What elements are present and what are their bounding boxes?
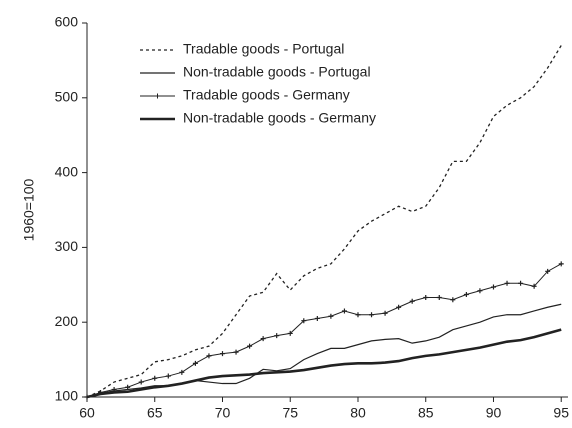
marker [219,351,225,357]
marker [179,369,185,375]
marker [396,304,402,310]
marker [490,284,496,290]
marker [355,312,361,318]
y-tick-label: 200 [55,313,79,329]
x-tick-label: 70 [215,405,231,421]
marker [545,268,551,274]
marker [301,318,307,324]
marker [287,330,293,336]
marker [369,312,375,318]
marker [274,333,280,339]
x-tick-label: 65 [147,405,163,421]
marker [450,297,456,303]
marker [409,298,415,304]
legend-label: Non-tradable goods - Portugal [183,64,371,80]
series-line [86,263,562,398]
marker [192,360,198,366]
y-tick-label: 600 [55,14,79,30]
legend-label: Tradable goods - Germany [183,87,350,103]
marker [328,313,334,319]
x-tick-label: 95 [553,405,569,421]
series-line [86,303,562,398]
legend-marker [155,93,160,99]
marker [125,384,131,390]
marker [165,373,171,379]
x-tick-label: 60 [79,405,95,421]
y-tick-label: 400 [55,163,79,179]
x-tick-label: 75 [282,405,298,421]
legend-label: Non-tradable goods - Germany [183,110,376,126]
marker [152,375,158,381]
marker [138,379,144,385]
marker [504,280,510,286]
marker [111,387,117,393]
marker [423,295,429,301]
y-tick-label: 300 [55,238,79,254]
y-axis-label: 1960=100 [21,178,37,241]
legend-label: Tradable goods - Portugal [183,41,344,57]
marker [260,336,266,342]
y-tick-label: 100 [55,388,79,404]
marker [233,349,239,355]
marker [206,353,212,359]
marker [463,292,469,298]
marker [382,310,388,316]
x-tick-label: 90 [486,405,502,421]
marker [247,343,253,349]
x-tick-label: 85 [418,405,434,421]
series-line [86,328,562,399]
y-tick-label: 500 [55,89,79,105]
marker [518,280,524,286]
marker [314,315,320,321]
marker [341,308,347,314]
x-tick-label: 80 [350,405,366,421]
marker [531,283,537,289]
marker [558,261,564,267]
marker [477,288,483,294]
marker [436,295,442,301]
